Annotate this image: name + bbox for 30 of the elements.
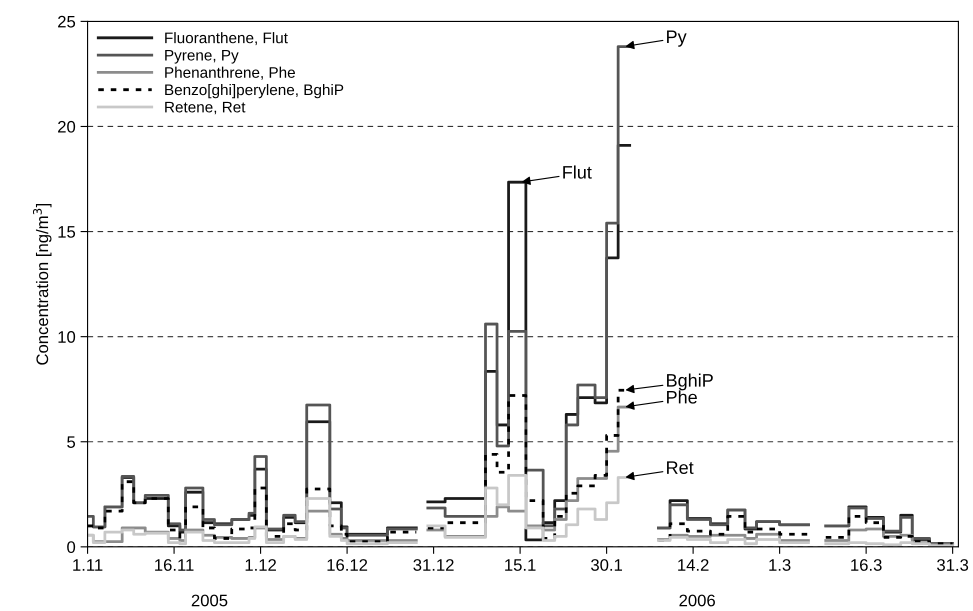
- x-tick-label: 16.3: [851, 559, 882, 571]
- legend-label: Benzo[ghi]perylene, BghiP: [165, 84, 344, 98]
- annotation: BghiP: [667, 374, 713, 390]
- x-tick-label: 1.12: [246, 559, 276, 571]
- y-tick-label: 0: [67, 541, 76, 554]
- y-tick-label: 5: [67, 436, 76, 448]
- annotation: Flut: [563, 165, 592, 179]
- annotation: Py: [667, 30, 687, 47]
- annotation: Phe: [667, 390, 697, 404]
- y-tick-label: 10: [58, 331, 76, 343]
- legend-label: Retene, Ret: [165, 102, 246, 114]
- x-tick-label: 15.1: [505, 559, 536, 571]
- text: 2005: [192, 594, 228, 606]
- x-tick-label: 1.3: [769, 559, 790, 571]
- y-tick-label: 15: [58, 226, 76, 238]
- y-tick-label: 20: [58, 120, 76, 133]
- y-tick-label: 25: [58, 16, 76, 28]
- x-tick-label: 16.12: [328, 559, 368, 571]
- x-tick-label: 30.1: [591, 559, 622, 571]
- x-tick-label: 1.11: [73, 559, 102, 571]
- legend-label: Fluoranthene, Flut: [165, 32, 288, 46]
- x-tick-label: 31.3: [937, 559, 968, 571]
- text: 2006: [679, 594, 715, 606]
- annotation: Ret: [667, 461, 694, 474]
- x-tick-label: 31.12: [413, 559, 454, 571]
- x-tick-label: 14.2: [678, 559, 708, 571]
- legend-label: Phenanthrene, Phe: [165, 66, 295, 80]
- legend-label: Pyrene, Py: [165, 50, 239, 64]
- x-tick-label: 16.11: [155, 559, 194, 571]
- y-axis-title: Concentration [ng/m$^{3}$]: [33, 204, 52, 365]
